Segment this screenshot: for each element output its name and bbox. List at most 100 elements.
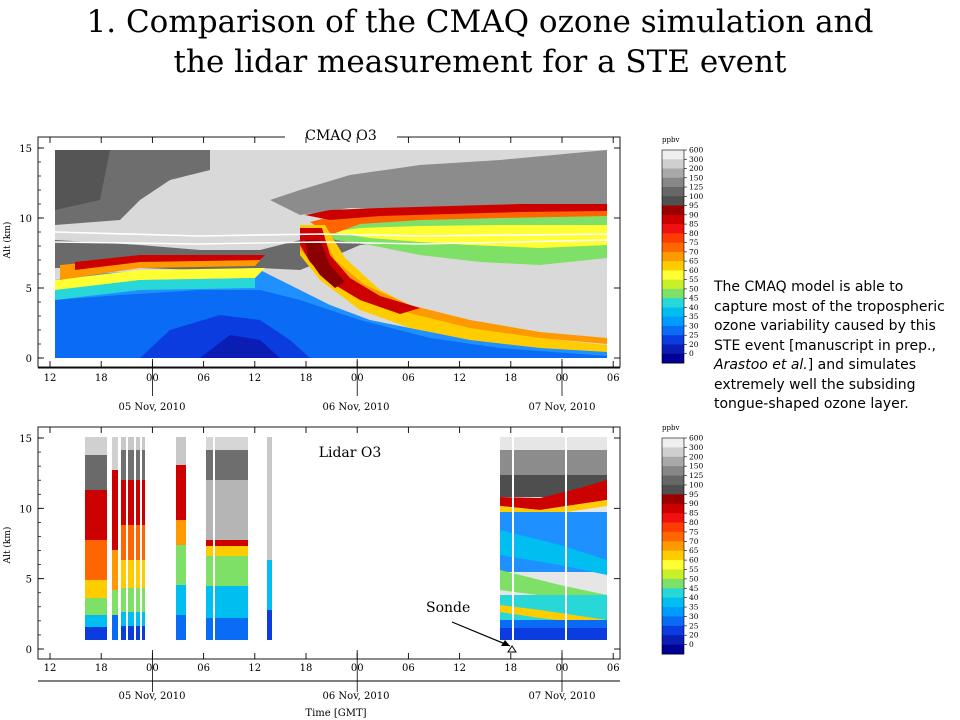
- colorbar-level: 150: [689, 173, 704, 182]
- title-line-1: 1. Comparison of the CMAQ ozone simulati…: [86, 4, 874, 40]
- y-tick-label: 5: [26, 575, 32, 586]
- cmaq-tongue-darkred: [305, 240, 345, 288]
- x-tick-label: 18: [300, 663, 313, 674]
- sonde-arrow: [451, 621, 511, 647]
- colorbar-swatch: [662, 325, 684, 336]
- x-tick-label: 18: [504, 663, 517, 674]
- lidar-block-b: [112, 437, 118, 640]
- colorbar-level: 150: [689, 462, 704, 471]
- colorbar-swatch: [662, 456, 684, 467]
- colorbar-level: 25: [689, 331, 699, 340]
- sonde-arrowhead: [501, 640, 510, 646]
- date-label: 07 Nov, 2010: [529, 402, 596, 413]
- colorbar-swatch: [662, 316, 684, 327]
- colorbar-swatch: [662, 475, 684, 486]
- colorbar-level: 20: [689, 631, 699, 640]
- date-label: 05 Nov, 2010: [119, 402, 186, 413]
- y-tick-label: 5: [26, 284, 32, 295]
- colorbar-swatch: [662, 298, 684, 308]
- colorbar-swatch: [662, 279, 684, 290]
- lidar-title: Lidar O3: [319, 445, 382, 461]
- colorbar-level: 45: [689, 294, 699, 303]
- colorbar-level: 300: [689, 155, 704, 164]
- colorbar-swatch: [662, 224, 684, 234]
- colorbar-swatch: [662, 344, 684, 355]
- colorbar-swatch: [662, 635, 684, 646]
- colorbar-frame: [661, 437, 685, 655]
- lidar-heatmap: [85, 437, 607, 640]
- colorbar-swatch: [662, 270, 684, 281]
- slide-title: 1. Comparison of the CMAQ ozone simulati…: [0, 2, 960, 82]
- lidar-frame: [37, 426, 621, 660]
- colorbar-level: 60: [689, 556, 699, 565]
- colorbar-swatch: [662, 597, 684, 608]
- lidar-xlabel: Time [GMT]: [305, 708, 366, 719]
- colorbar-level: 55: [689, 565, 699, 574]
- colorbar-level: 125: [689, 183, 704, 192]
- colorbar-swatch: [662, 522, 684, 533]
- lidar-colorbar: ppbv600300200150125100959085807570656055…: [661, 424, 704, 655]
- date-label: 06 Nov, 2010: [323, 691, 390, 702]
- colorbar-level: 70: [689, 537, 699, 546]
- colorbar-swatch: [662, 288, 684, 299]
- y-tick-label: 15: [19, 144, 32, 155]
- cmaq-yellow-strip: [55, 268, 265, 290]
- colorbar-level: 600: [689, 146, 704, 155]
- cmaq-heatmap: [54, 150, 608, 358]
- annotation-authors: Arastoo et al.: [714, 357, 808, 373]
- lidar-title-backdrop: [302, 442, 398, 462]
- colorbar-swatch: [662, 438, 684, 448]
- date-label: 07 Nov, 2010: [529, 691, 596, 702]
- colorbar-swatch: [662, 560, 684, 570]
- colorbar-frame: [661, 149, 685, 364]
- sonde-label: Sonde: [426, 600, 470, 616]
- colorbar-level: 50: [689, 284, 699, 293]
- colorbar-swatch: [662, 569, 684, 580]
- cmaq-y-axis: 0 5 10 15: [19, 144, 620, 365]
- annotation-part-2: ] and simulates extremely well the subsi…: [714, 357, 917, 412]
- colorbar-level: 75: [689, 238, 699, 247]
- colorbar-level: 85: [689, 509, 699, 518]
- colorbar-level: 35: [689, 312, 699, 321]
- colorbar-level: 90: [689, 499, 699, 508]
- colorbar-level: 25: [689, 621, 699, 630]
- colorbar-level: 75: [689, 527, 699, 536]
- x-tick-label: 06: [607, 663, 620, 674]
- x-tick-label: 12: [453, 663, 466, 674]
- cmaq-yellow-layer: [330, 225, 607, 248]
- lidar-ylabel: Alt (km): [2, 527, 13, 565]
- colorbar-level: 35: [689, 603, 699, 612]
- annotation-part-1: The CMAQ model is able to capture most o…: [714, 279, 945, 354]
- colorbar-level: 40: [689, 303, 699, 312]
- cmaq-red-strip: [75, 255, 265, 270]
- date-label: 05 Nov, 2010: [119, 691, 186, 702]
- colorbar-level: 200: [689, 164, 704, 173]
- colorbar-swatch: [662, 616, 684, 627]
- colorbar-swatch: [662, 625, 684, 636]
- x-tick-label: 12: [44, 663, 57, 674]
- y-tick-label: 10: [19, 214, 32, 225]
- cmaq-deep-blue-2: [200, 335, 280, 358]
- colorbar-level: 0: [689, 640, 694, 649]
- colorbar-swatch: [662, 644, 684, 655]
- cmaq-title: CMAQ O3: [305, 128, 376, 144]
- colorbar-swatch: [662, 187, 684, 197]
- annotation-text: The CMAQ model is able to capture most o…: [714, 278, 954, 415]
- colorbar-level: 50: [689, 574, 699, 583]
- colorbar-swatch: [662, 214, 684, 225]
- colorbar-swatch: [662, 513, 684, 524]
- cmaq-date-axis: 05 Nov, 2010 06 Nov, 2010 07 Nov, 2010: [119, 359, 596, 413]
- colorbar-swatch: [662, 578, 684, 589]
- colorbar-swatch: [662, 353, 684, 364]
- colorbar-level: 80: [689, 518, 699, 527]
- colorbar-swatch: [662, 168, 684, 179]
- title-line-2: the lidar measurement for a STE event: [173, 44, 787, 80]
- x-tick-label: 06: [197, 663, 210, 674]
- cmaq-tropopause-line-2: [54, 239, 608, 245]
- y-tick-label: 0: [26, 354, 32, 365]
- x-tick-label: 06: [402, 373, 415, 384]
- x-tick-label: 06: [607, 373, 620, 384]
- colorbar-swatch: [662, 307, 684, 318]
- colorbar-swatch: [662, 531, 684, 542]
